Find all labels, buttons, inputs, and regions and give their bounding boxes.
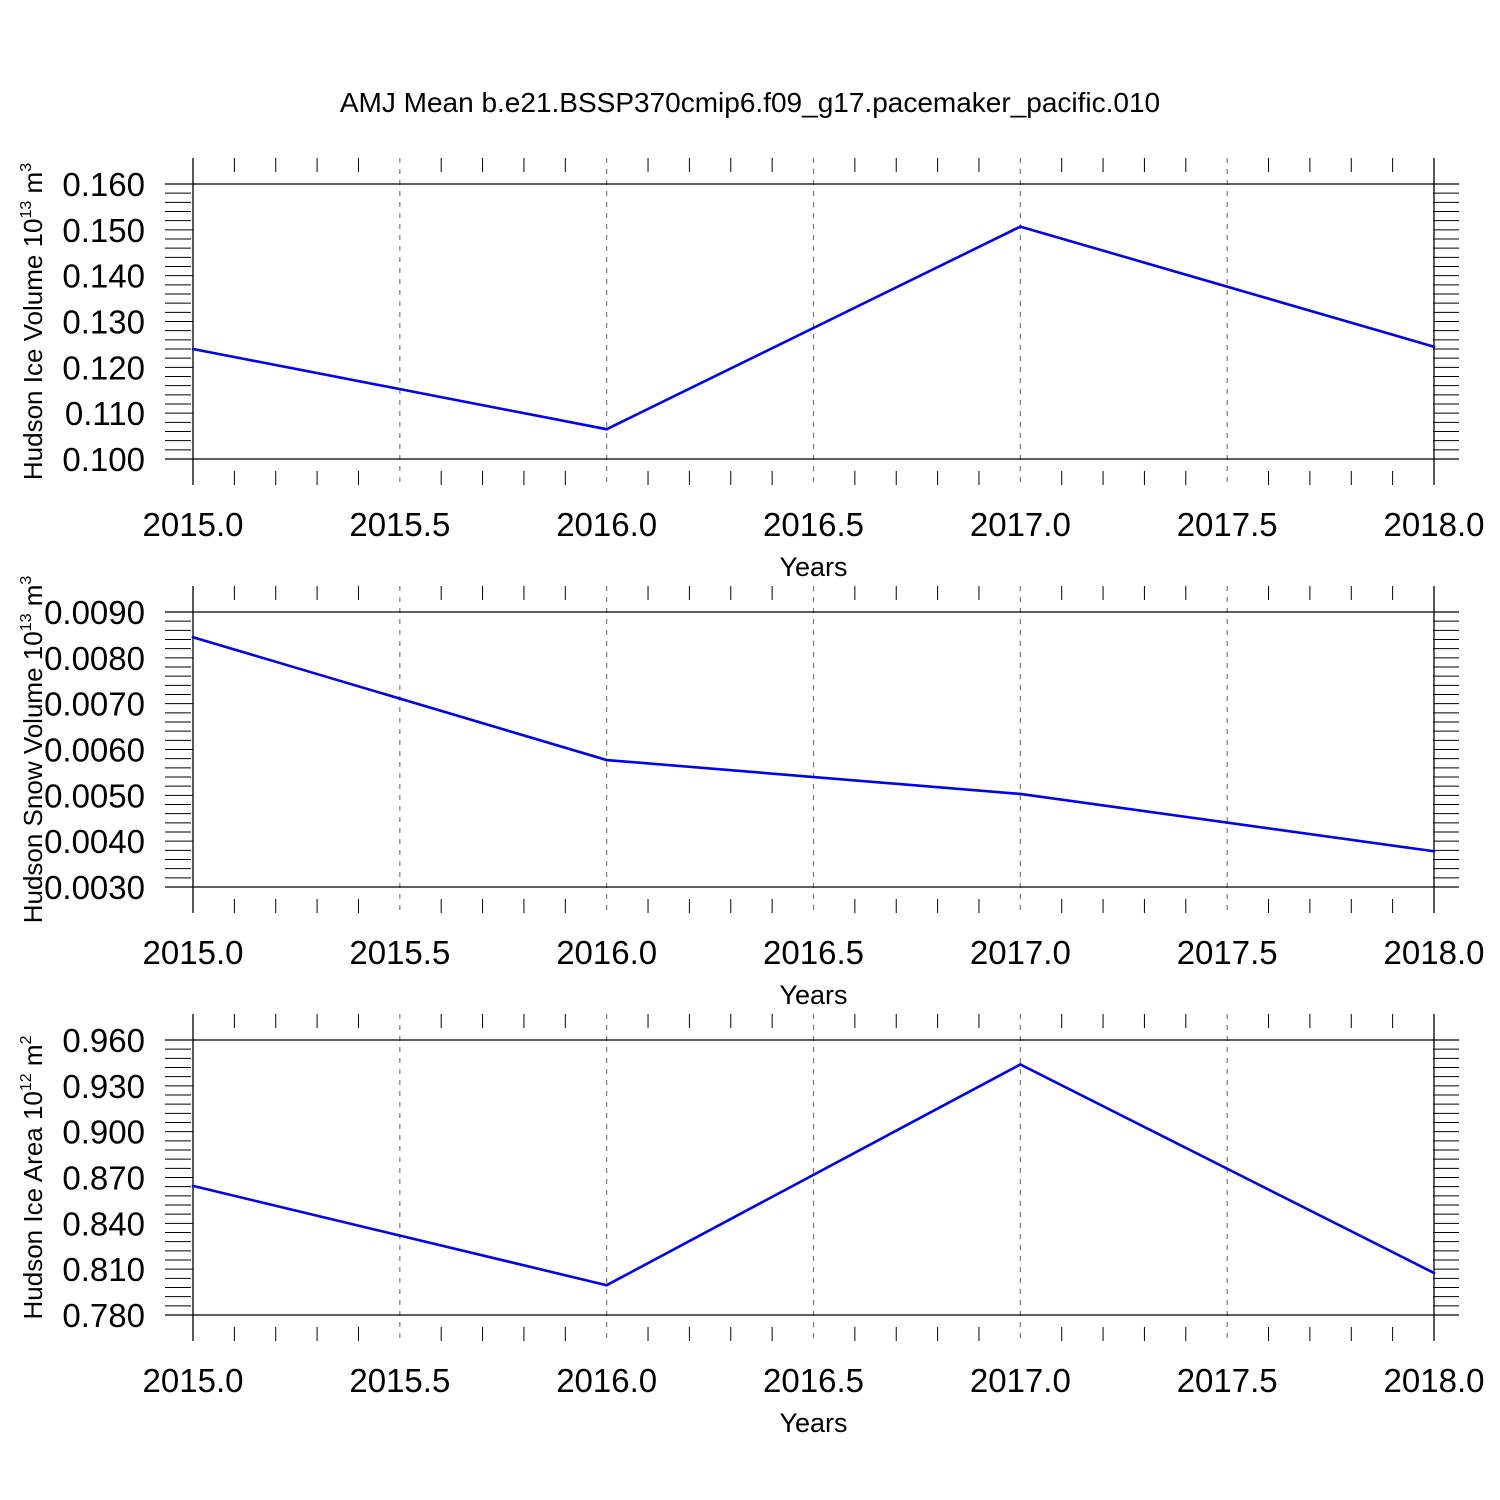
y-axis-label-unit-exponent: 2 <box>18 1035 35 1044</box>
y-axis-label-unit-exponent: 3 <box>18 576 35 585</box>
data-point <box>1019 225 1022 228</box>
y-tick-label: 0.810 <box>62 1251 145 1288</box>
series-line <box>192 635 1435 853</box>
data-point <box>1432 1271 1436 1275</box>
x-tick-label: 2015.0 <box>143 1362 244 1399</box>
x-tick-label: 2016.0 <box>556 1362 657 1399</box>
data-point <box>191 1184 195 1188</box>
x-tick-label: 2018.0 <box>1384 506 1485 543</box>
y-tick-label: 0.0040 <box>44 823 145 860</box>
x-tick-label: 2016.5 <box>763 1362 864 1399</box>
y-tick-label: 0.780 <box>62 1297 145 1334</box>
x-tick-label: 2016.0 <box>556 506 657 543</box>
x-tick-label: 2015.5 <box>349 934 450 971</box>
y-axis-label-exponent: 13 <box>18 613 35 631</box>
panel-2: 2015.0 2015.5 2016.0 2016.5 2017.0 2017.5 2018… <box>18 576 1484 1010</box>
y-tick-label: 0.840 <box>62 1205 145 1242</box>
y-tick-label: 0.150 <box>62 212 145 249</box>
y-axis-label-exponent: 12 <box>18 1073 35 1091</box>
y-axis-label: Hudson Ice Area 1012 m2 <box>18 1035 48 1319</box>
y-tick-label: 0.870 <box>62 1160 145 1197</box>
x-tick-label: 2017.5 <box>1177 934 1278 971</box>
x-tick-label: 2017.5 <box>1177 506 1278 543</box>
y-axis-label-text: Hudson Ice Volume 10 <box>18 218 48 480</box>
x-axis-label: Years <box>779 1408 847 1438</box>
x-tick-label: 2016.5 <box>763 506 864 543</box>
data-point <box>1019 1063 1022 1066</box>
x-tick-label: 2016.0 <box>556 934 657 971</box>
data-point <box>1019 792 1022 796</box>
data-point <box>191 347 195 351</box>
y-axis-label: Hudson Snow Volume 1013 m3 <box>18 576 48 924</box>
figure-title: AMJ Mean b.e21.BSSP370cmip6.f09_g17.pace… <box>340 87 1160 118</box>
x-tick-label: 2017.0 <box>970 1362 1071 1399</box>
y-tick-label: 0.130 <box>62 304 145 341</box>
data-point <box>605 427 608 431</box>
panel-3: 2015.0 2015.5 2016.0 2016.5 2017.0 2017.5 2018… <box>18 1014 1484 1438</box>
y-tick-label: 0.0060 <box>44 732 145 769</box>
series-line <box>192 1062 1435 1287</box>
y-tick-label: 0.930 <box>62 1068 145 1105</box>
panel-1: 2015.0 2015.5 2016.0 2016.5 2017.0 2017.5 2018… <box>18 158 1484 582</box>
data-point <box>1432 849 1436 853</box>
y-tick-label: 0.960 <box>62 1022 145 1059</box>
y-axis-label-text: Hudson Ice Area 10 <box>18 1091 48 1319</box>
x-tick-label: 2015.5 <box>349 1362 450 1399</box>
data-point <box>605 1283 608 1287</box>
y-tick-label: 0.160 <box>62 166 145 203</box>
series-line <box>192 225 1435 431</box>
y-axis-label: Hudson Ice Volume 1013 m3 <box>18 163 48 480</box>
x-axis-label: Years <box>779 552 847 582</box>
y-axis-label-unit: m <box>18 1044 48 1073</box>
y-tick-label: 0.0070 <box>44 686 145 723</box>
y-tick-label: 0.120 <box>62 349 145 386</box>
x-tick-label: 2017.5 <box>1177 1362 1278 1399</box>
y-tick-label: 0.110 <box>65 395 145 432</box>
x-tick-label: 2015.5 <box>349 506 450 543</box>
y-tick-label: 0.140 <box>62 258 145 295</box>
data-point <box>191 635 195 639</box>
y-axis-label-unit: m <box>18 172 48 201</box>
y-axis-label-unit-exponent: 3 <box>18 163 35 172</box>
panels: 2015.0 2015.5 2016.0 2016.5 2017.0 2017.5 2018… <box>18 158 1484 1438</box>
x-tick-label: 2015.0 <box>143 506 244 543</box>
y-tick-label: 0.0090 <box>44 594 145 631</box>
x-tick-label: 2015.0 <box>143 934 244 971</box>
x-axis-label: Years <box>779 980 847 1010</box>
y-tick-label: 0.0080 <box>44 640 145 677</box>
y-axis-label-text: Hudson Snow Volume 10 <box>18 631 48 923</box>
y-axis-label-unit: m <box>18 585 48 614</box>
y-tick-label: 0.0030 <box>44 869 145 906</box>
y-axis-label-exponent: 13 <box>18 201 35 219</box>
y-tick-label: 0.900 <box>62 1114 145 1151</box>
x-tick-label: 2018.0 <box>1384 1362 1485 1399</box>
y-tick-label: 0.100 <box>62 441 145 478</box>
x-tick-label: 2018.0 <box>1384 934 1485 971</box>
data-point <box>1432 345 1436 349</box>
x-tick-label: 2016.5 <box>763 934 864 971</box>
data-point <box>605 758 608 762</box>
x-tick-label: 2017.0 <box>970 506 1071 543</box>
y-tick-label: 0.0050 <box>44 777 145 814</box>
x-tick-label: 2017.0 <box>970 934 1071 971</box>
